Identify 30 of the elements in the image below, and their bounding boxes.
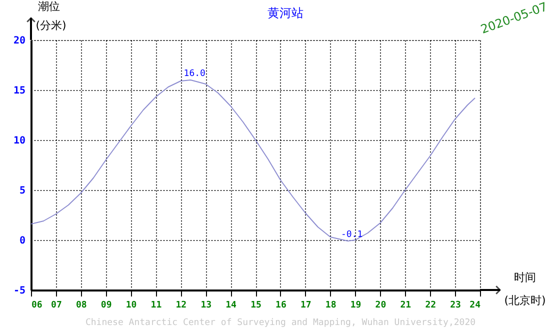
- x-tick-label: 07: [51, 300, 62, 310]
- x-tick-label: 18: [325, 300, 336, 310]
- x-tick-label: 21: [400, 300, 412, 310]
- y-tick-label: -5: [13, 286, 26, 296]
- x-axis-title: 时间 (北京时): [504, 271, 546, 307]
- x-tick-label: 17: [300, 300, 312, 310]
- x-tick-label: 12: [176, 300, 187, 310]
- x-tick-label: 16: [276, 300, 286, 310]
- x-tick-label: 10: [126, 300, 137, 310]
- x-tick-label: 13: [200, 300, 212, 310]
- x-tick-label: 11: [150, 300, 162, 310]
- y-tick-label: 15: [13, 86, 26, 96]
- x-tick-label: 09: [100, 300, 112, 310]
- chart-title: 黄河站: [268, 6, 304, 20]
- y-tick-label: 0: [19, 236, 26, 246]
- x-tick-label: 15: [250, 300, 262, 310]
- annotation: -0.1: [340, 230, 363, 240]
- x-tick-label: 08: [76, 300, 87, 310]
- x-tick-label: 23: [450, 300, 461, 310]
- y-tick-label: 5: [19, 186, 26, 196]
- x-tick-label: 14: [226, 300, 238, 310]
- x-tick-label: 20: [375, 300, 386, 310]
- x-tick-label: 19: [350, 300, 362, 310]
- x-tick-label: 22: [425, 300, 436, 310]
- x-tick-label: 06: [32, 300, 42, 310]
- y-tick-label: 20: [13, 36, 26, 46]
- y-axis-title: 潮位 (分米): [36, 0, 66, 32]
- x-tick-label: 24: [470, 300, 482, 310]
- y-tick-label: 10: [13, 136, 26, 146]
- annotation: 16.0: [184, 69, 206, 79]
